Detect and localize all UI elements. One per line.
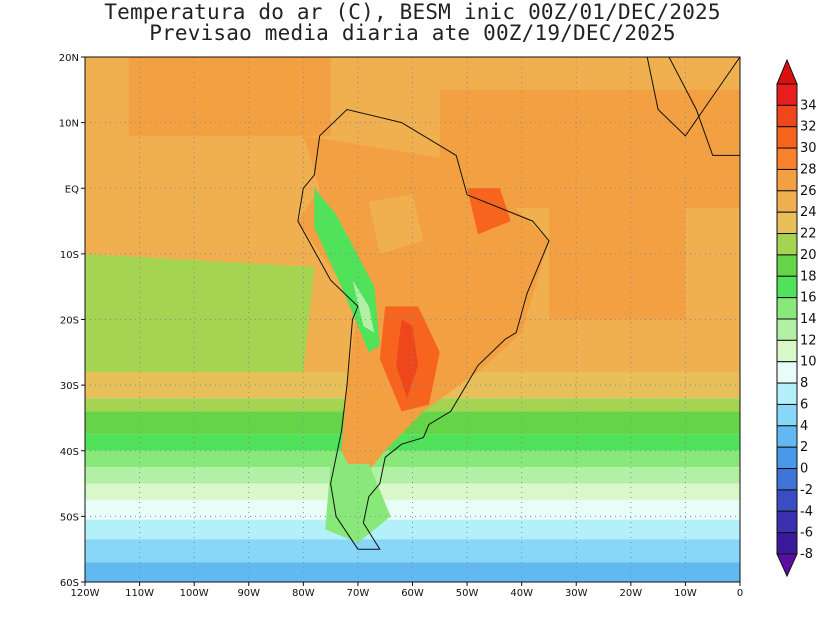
gridlines	[85, 57, 740, 582]
lon-tick-label: 10W	[674, 588, 697, 599]
lat-tick-label: 20S	[60, 316, 79, 327]
lon-tick-label: 70W	[347, 588, 370, 599]
field-patch-patagonia-cool	[325, 463, 391, 543]
lon-tick-label: 110W	[125, 588, 154, 599]
lon-tick-label: 80W	[292, 588, 315, 599]
lon-tick-label: 50W	[456, 588, 479, 599]
colorbar-label: 24	[800, 205, 817, 220]
colorbar-swatch	[776, 361, 798, 384]
field-patch-andes-peak	[352, 280, 375, 333]
colorbar-label: 14	[800, 312, 817, 327]
temperature-field	[85, 57, 740, 582]
colorbar-label: 6	[800, 397, 808, 412]
axes: 120W 110W 100W 90W 80W 70W 60W 50W 40W 30W 20W 10W 0…	[59, 53, 743, 599]
field-patch-southeast-pacific-cool	[85, 253, 315, 372]
colorbar-swatch	[776, 190, 798, 213]
colorbar-label: 30	[800, 141, 817, 156]
colorbar-swatch	[776, 254, 798, 277]
colorbar-swatch	[776, 168, 798, 192]
colorbar-swatch	[776, 425, 798, 448]
field-band	[85, 467, 740, 484]
colorbar-label: 26	[800, 184, 817, 199]
colorbar-label: 2	[800, 440, 808, 455]
colorbar-swatch	[776, 147, 798, 170]
colorbar-label: 0	[800, 462, 808, 477]
colorbar-label: 16	[800, 291, 817, 306]
colorbar-swatch	[776, 275, 798, 299]
colorbar-top-arrow	[776, 58, 798, 85]
africa-coastline	[646, 57, 740, 156]
colorbar-swatch	[776, 104, 798, 128]
colorbar-label: 28	[800, 162, 817, 177]
colorbar-swatch	[776, 510, 798, 534]
lon-tick-label: 20W	[620, 588, 643, 599]
title-line-2: Previsao media diaria ate 00Z/19/DEC/202…	[149, 21, 676, 45]
lat-tick-label: 10S	[60, 250, 79, 261]
lat-tick-label: 50S	[60, 512, 79, 523]
south-america-coastline	[297, 108, 550, 550]
colorbar-label: 32	[800, 120, 817, 135]
lon-tick-label: 0	[737, 588, 743, 599]
lat-tick-label: 30S	[60, 381, 79, 392]
colorbar-swatch	[776, 318, 798, 341]
field-patch-tropical-atlantic-warm	[439, 89, 740, 208]
colorbar-label: 10	[800, 355, 817, 370]
figure-title: Temperatura do ar (C), BESM inic 00Z/01/…	[0, 2, 825, 44]
colorbar-swatch	[776, 297, 798, 320]
colorbar-bottom-arrow	[776, 553, 798, 578]
colorbar-swatch	[776, 532, 798, 555]
lat-tick-label: 20N	[59, 53, 79, 64]
colorbar-label: -6	[800, 526, 813, 541]
field-band	[85, 450, 740, 468]
colorbar-label: -8	[800, 547, 813, 562]
colorbar-swatch	[776, 233, 798, 256]
lon-tick-label: 60W	[401, 588, 424, 599]
lon-tick-label: 100W	[180, 588, 209, 599]
colorbar-label: -4	[800, 504, 813, 519]
colorbar-label: 22	[800, 227, 817, 242]
colorbar-label: 18	[800, 269, 817, 284]
colorbar-swatch	[776, 489, 798, 512]
field-patch-amazon-mild	[368, 194, 424, 254]
lat-tick-label: 60S	[60, 578, 79, 589]
field-patch-chaco-core	[396, 319, 418, 399]
colorbar-swatch	[776, 468, 798, 491]
title-line-1: Temperatura do ar (C), BESM inic 00Z/01/…	[104, 0, 721, 24]
field-band	[85, 539, 740, 563]
lat-tick-label: EQ	[65, 184, 79, 195]
colorbar-swatch	[776, 126, 798, 149]
colorbar-label: 34	[800, 98, 817, 113]
lat-tick-label: 40S	[60, 447, 79, 458]
colorbar-label: 20	[800, 248, 817, 263]
colorbar-swatch	[776, 83, 798, 106]
colorbar-swatch	[776, 211, 798, 235]
colorbar-swatch	[776, 403, 798, 427]
lon-tick-label: 120W	[71, 588, 100, 599]
field-patch-eastern-pacific-warm	[128, 57, 331, 136]
colorbar-label: 4	[800, 419, 808, 434]
colorbar-swatch	[776, 446, 798, 470]
colorbar-swatch	[776, 382, 798, 405]
field-patch-northeast-brazil-hot	[467, 188, 511, 235]
field-band	[85, 519, 740, 540]
coastlines	[297, 57, 740, 550]
colorbar-label: -2	[800, 483, 813, 498]
lat-tick-label: 10N	[59, 119, 79, 130]
field-patch-south-atlantic-warm	[549, 207, 686, 320]
colorbar-label: 12	[800, 333, 817, 348]
lon-tick-label: 90W	[237, 588, 260, 599]
colorbar-swatch	[776, 339, 798, 363]
lon-tick-label: 30W	[565, 588, 588, 599]
lon-tick-label: 40W	[510, 588, 533, 599]
colorbar-label: 8	[800, 376, 808, 391]
field-band	[85, 499, 740, 520]
